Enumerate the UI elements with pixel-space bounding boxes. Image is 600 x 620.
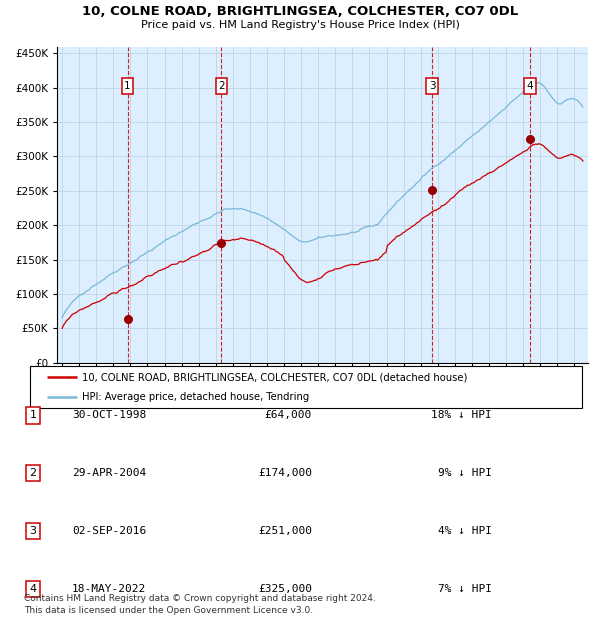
- Text: 29-APR-2004: 29-APR-2004: [72, 468, 146, 478]
- Text: Contains HM Land Registry data © Crown copyright and database right 2024.
This d: Contains HM Land Registry data © Crown c…: [24, 594, 376, 615]
- Text: Price paid vs. HM Land Registry's House Price Index (HPI): Price paid vs. HM Land Registry's House …: [140, 20, 460, 30]
- Text: 4% ↓ HPI: 4% ↓ HPI: [438, 526, 492, 536]
- Text: 18-MAY-2022: 18-MAY-2022: [72, 584, 146, 594]
- Text: £174,000: £174,000: [258, 468, 312, 478]
- Text: 7% ↓ HPI: 7% ↓ HPI: [438, 584, 492, 594]
- Text: 30-OCT-1998: 30-OCT-1998: [72, 410, 146, 420]
- Text: £251,000: £251,000: [258, 526, 312, 536]
- Text: 4: 4: [29, 584, 37, 594]
- Text: 9% ↓ HPI: 9% ↓ HPI: [438, 468, 492, 478]
- Text: £64,000: £64,000: [265, 410, 312, 420]
- FancyBboxPatch shape: [30, 366, 582, 408]
- Text: 2: 2: [29, 468, 37, 478]
- Text: 10, COLNE ROAD, BRIGHTLINGSEA, COLCHESTER, CO7 0DL (detached house): 10, COLNE ROAD, BRIGHTLINGSEA, COLCHESTE…: [82, 372, 468, 382]
- Text: 1: 1: [29, 410, 37, 420]
- Text: 2: 2: [218, 81, 225, 91]
- Text: 18% ↓ HPI: 18% ↓ HPI: [431, 410, 492, 420]
- Text: £325,000: £325,000: [258, 584, 312, 594]
- Text: 3: 3: [429, 81, 436, 91]
- Text: 1: 1: [124, 81, 131, 91]
- Text: 02-SEP-2016: 02-SEP-2016: [72, 526, 146, 536]
- Text: 10, COLNE ROAD, BRIGHTLINGSEA, COLCHESTER, CO7 0DL: 10, COLNE ROAD, BRIGHTLINGSEA, COLCHESTE…: [82, 5, 518, 18]
- Text: 3: 3: [29, 526, 37, 536]
- Text: HPI: Average price, detached house, Tendring: HPI: Average price, detached house, Tend…: [82, 392, 310, 402]
- Text: 4: 4: [526, 81, 533, 91]
